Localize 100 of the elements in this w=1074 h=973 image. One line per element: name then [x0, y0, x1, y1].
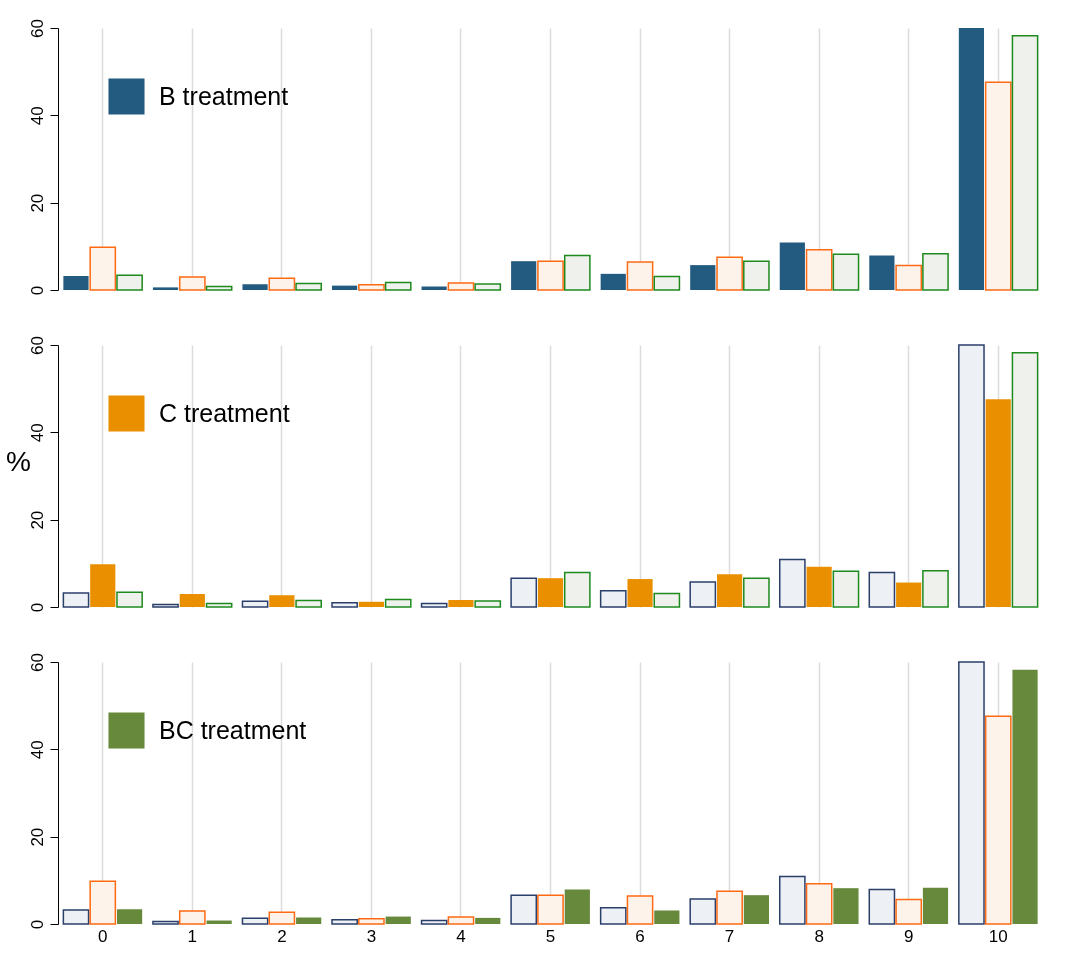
x-tick-label: 3	[366, 926, 377, 946]
bar	[474, 283, 502, 291]
bar	[116, 274, 143, 291]
y-tick-label: 0	[27, 919, 47, 930]
bar	[116, 909, 143, 924]
bar	[922, 253, 949, 291]
bar	[895, 264, 923, 291]
bar	[510, 894, 538, 925]
bar	[268, 277, 296, 291]
bar	[241, 600, 269, 608]
bar	[1011, 35, 1039, 291]
y-tick-label: 20	[27, 827, 47, 847]
bar	[268, 911, 296, 925]
bar	[420, 602, 448, 608]
bar	[152, 920, 179, 925]
bar	[63, 276, 89, 290]
bar	[689, 581, 717, 608]
x-tick-label: 7	[724, 926, 735, 946]
bar	[653, 592, 681, 608]
bar	[689, 898, 717, 925]
bar	[716, 574, 743, 607]
bar	[743, 260, 770, 291]
y-tick-label: 40	[27, 423, 47, 443]
bar	[331, 918, 358, 925]
legend-label: B treatment	[159, 81, 289, 110]
y-tick-label: 0	[27, 285, 47, 296]
bar	[116, 591, 143, 608]
bar	[332, 285, 358, 290]
bar	[895, 898, 923, 925]
bar	[152, 603, 179, 608]
bar	[599, 907, 627, 925]
bar	[805, 883, 833, 925]
bar	[1011, 352, 1039, 608]
bar	[779, 242, 805, 290]
bar	[984, 715, 1012, 925]
bar	[985, 399, 1011, 607]
bar	[89, 246, 117, 291]
bar	[269, 595, 295, 607]
bar	[178, 276, 206, 291]
y-tick-label: 60	[27, 653, 47, 672]
bar	[653, 275, 681, 291]
bar	[600, 273, 626, 290]
bar	[806, 566, 832, 607]
x-tick-label: 9	[903, 926, 914, 946]
x-tick-label: 5	[545, 926, 556, 946]
x-tick-label: 0	[98, 926, 108, 946]
bar	[563, 571, 591, 608]
bar	[832, 570, 860, 608]
bar	[654, 910, 680, 924]
bar	[510, 577, 538, 608]
bar	[511, 261, 537, 290]
y-tick-label: 60	[27, 336, 47, 355]
bar	[805, 249, 833, 291]
bar	[958, 661, 985, 925]
legend-label: BC treatment	[159, 715, 307, 744]
bar	[537, 260, 564, 291]
bar	[869, 255, 895, 290]
bar	[1012, 669, 1038, 924]
bar	[295, 599, 323, 608]
bar	[690, 265, 716, 290]
bar	[626, 261, 654, 291]
bar	[743, 577, 770, 608]
bar	[716, 256, 743, 291]
bar	[62, 909, 90, 925]
bar	[537, 578, 564, 607]
bar	[358, 284, 385, 291]
y-tick-label: 40	[27, 106, 47, 126]
bar	[331, 601, 358, 608]
bar	[537, 894, 564, 925]
bar	[626, 895, 654, 925]
bar	[384, 281, 412, 291]
bar	[358, 601, 385, 607]
y-tick-label: 60	[27, 19, 47, 38]
bar	[833, 888, 859, 924]
y-axis-title: %	[6, 445, 31, 477]
bar	[448, 600, 474, 607]
y-tick-label: 20	[27, 193, 47, 213]
bar	[420, 919, 448, 925]
bar	[90, 564, 116, 607]
bar	[896, 582, 922, 607]
bar	[832, 253, 860, 291]
bar	[205, 602, 233, 608]
bar	[958, 28, 985, 290]
bar	[295, 282, 323, 291]
y-tick-label: 20	[27, 510, 47, 530]
bar	[447, 282, 475, 291]
bar	[599, 590, 627, 608]
bar	[868, 571, 896, 608]
bar	[922, 570, 949, 608]
y-tick-label: 40	[27, 740, 47, 760]
x-tick-label: 8	[814, 926, 824, 946]
bar	[385, 916, 411, 924]
bar	[178, 910, 206, 925]
bar	[716, 890, 743, 925]
bar	[958, 344, 985, 608]
bar	[62, 592, 90, 608]
bar	[984, 81, 1012, 291]
bar	[296, 917, 322, 924]
bar	[89, 880, 117, 925]
x-tick-label: 2	[277, 926, 287, 946]
